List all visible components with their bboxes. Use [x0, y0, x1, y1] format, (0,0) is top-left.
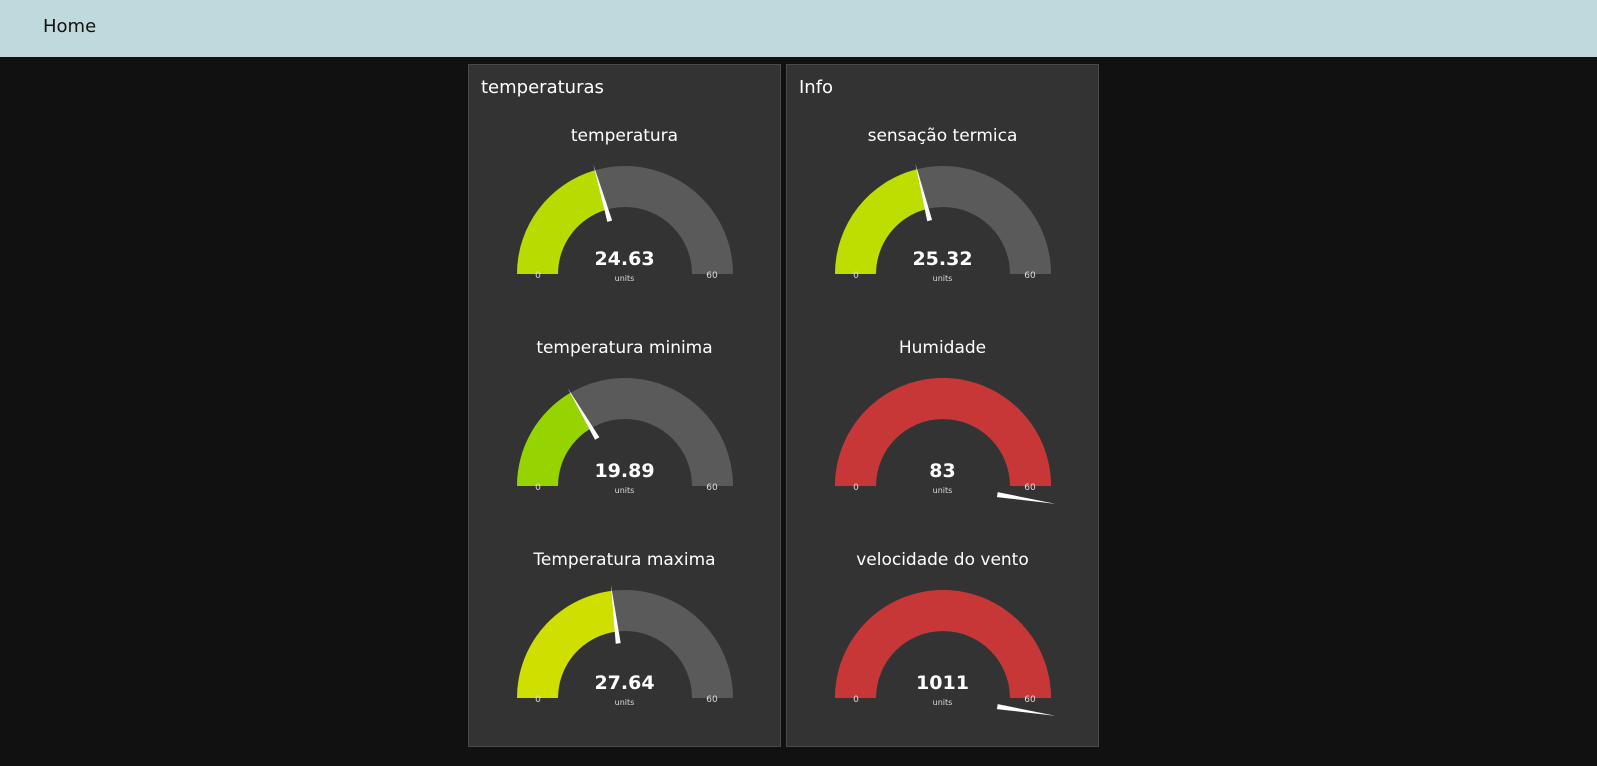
top-toolbar: Home: [0, 0, 1597, 57]
gauge-min-label: 0: [535, 695, 541, 705]
gauge-needle: [915, 163, 933, 222]
gauge-fill: [835, 169, 927, 274]
gauge-value: 27.64: [594, 672, 655, 694]
gauge-dial: [517, 378, 733, 486]
gauge-fill: [517, 170, 607, 274]
group-info: Info sensação termica 25.32 units 0 60 H…: [786, 64, 1099, 747]
gauge-needle: [996, 492, 1056, 504]
gauge-min-label: 0: [535, 483, 541, 493]
gauge-title: Humidade: [898, 338, 987, 358]
group-temperaturas: temperaturas temperatura 24.63 units 0 6…: [468, 64, 781, 747]
gauge-units: units: [932, 486, 953, 495]
gauge-fill: [835, 590, 1051, 698]
gauge-fill: [835, 378, 1051, 486]
page-title: Home: [43, 16, 97, 37]
gauge-dial: [835, 163, 1051, 274]
gauge-max-label: 60: [1024, 695, 1036, 705]
gauge-temperatura: temperatura 24.63 units 0 60: [469, 125, 780, 325]
gauge-max-label: 60: [706, 271, 718, 281]
gauge-value: 83: [929, 460, 956, 482]
gauge-title: temperatura: [570, 126, 679, 146]
gauge-needle: [593, 164, 613, 222]
gauge-value: 19.89: [594, 460, 655, 482]
gauge-units: units: [932, 698, 953, 707]
gauge-max-label: 60: [1024, 271, 1036, 281]
gauge-value: 1011: [916, 672, 969, 694]
gauge-max-label: 60: [706, 483, 718, 493]
gauge-humidade: Humidade 83 units 0 60: [787, 337, 1098, 537]
gauge-max-label: 60: [706, 695, 718, 705]
gauge-temperatura-maxima: Temperatura maxima 27.64 units 0 60: [469, 549, 780, 749]
gauge-max-label: 60: [1024, 483, 1036, 493]
gauge-min-label: 0: [853, 695, 859, 705]
gauge-dial: [517, 164, 733, 274]
gauge-sensacao-termica: sensação termica 25.32 units 0 60: [787, 125, 1098, 325]
gauge-title: velocidade do vento: [856, 550, 1029, 570]
gauge-fill: [517, 392, 592, 486]
gauge-units: units: [932, 274, 953, 283]
gauge-fill: [517, 590, 617, 698]
gauge-dial: [517, 584, 733, 698]
gauge-title: temperatura minima: [536, 338, 713, 358]
gauge-value: 25.32: [912, 248, 973, 270]
gauge-temperatura-minima: temperatura minima 19.89 units 0 60: [469, 337, 780, 537]
gauge-dial: [835, 378, 1056, 504]
gauge-velocidade-do-vento: velocidade do vento 1011 units 0 60: [787, 549, 1098, 749]
gauge-dial: [835, 590, 1056, 716]
gauge-title: Temperatura maxima: [533, 550, 716, 570]
gauge-needle: [567, 387, 600, 440]
gauge-value: 24.63: [594, 248, 655, 270]
group-title: Info: [799, 77, 834, 98]
gauge-title: sensação termica: [867, 126, 1018, 146]
gauge-units: units: [614, 486, 635, 495]
gauge-units: units: [614, 698, 635, 707]
gauge-min-label: 0: [853, 271, 859, 281]
gauge-needle: [996, 704, 1056, 716]
gauge-units: units: [614, 274, 635, 283]
group-title: temperaturas: [481, 77, 604, 98]
gauge-min-label: 0: [535, 271, 541, 281]
gauge-needle: [610, 584, 621, 644]
gauge-min-label: 0: [853, 483, 859, 493]
